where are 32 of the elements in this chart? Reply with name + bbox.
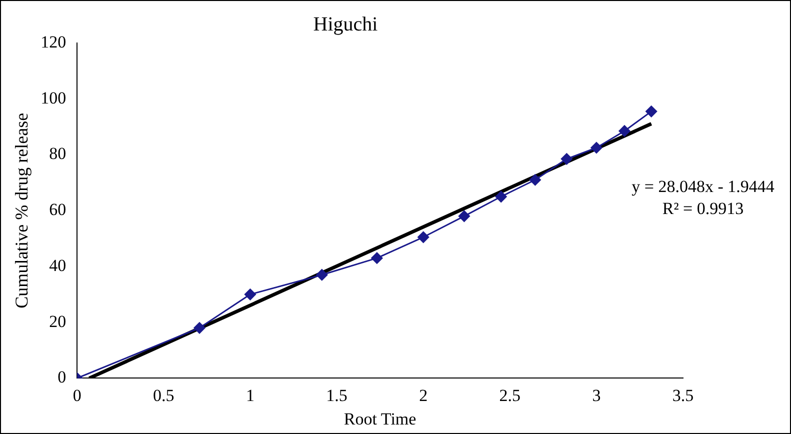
y-tick-label: 20 [49, 312, 66, 331]
y-tick-label: 120 [40, 32, 66, 52]
point [590, 142, 602, 154]
x-tick-label: 1.5 [326, 386, 348, 405]
point [371, 252, 383, 264]
point [244, 288, 256, 300]
point [418, 231, 430, 243]
point [618, 125, 630, 137]
x-tick-label: 1 [246, 386, 254, 405]
y-tick-label: 60 [49, 200, 66, 220]
chart-title: Higuchi [313, 13, 378, 36]
point [458, 210, 470, 222]
point [646, 106, 658, 118]
x-axis-title: Root Time [344, 409, 416, 428]
y-tick-label: 0 [58, 368, 66, 387]
x-tick-label: 2 [419, 386, 428, 405]
y-tick-label: 80 [49, 144, 66, 164]
point [194, 322, 206, 334]
point [495, 190, 507, 202]
y-axis-title: Cumulative % drug release [12, 112, 32, 308]
x-tick-label: 0 [72, 386, 82, 405]
point [316, 269, 328, 281]
x-tick-label: 0.5 [153, 386, 174, 405]
y-tick-label: 40 [49, 256, 66, 275]
point [560, 153, 572, 165]
point [529, 174, 541, 186]
y-tick-label: 100 [40, 88, 66, 108]
annotation: y = 28.048x - 1.9444 [632, 177, 775, 196]
annotation: R² = 0.9913 [662, 199, 744, 218]
x-tick-label: 3 [592, 386, 601, 405]
x-tick-label: 2.5 [499, 386, 521, 405]
x-tick-label: 3.5 [672, 386, 694, 405]
